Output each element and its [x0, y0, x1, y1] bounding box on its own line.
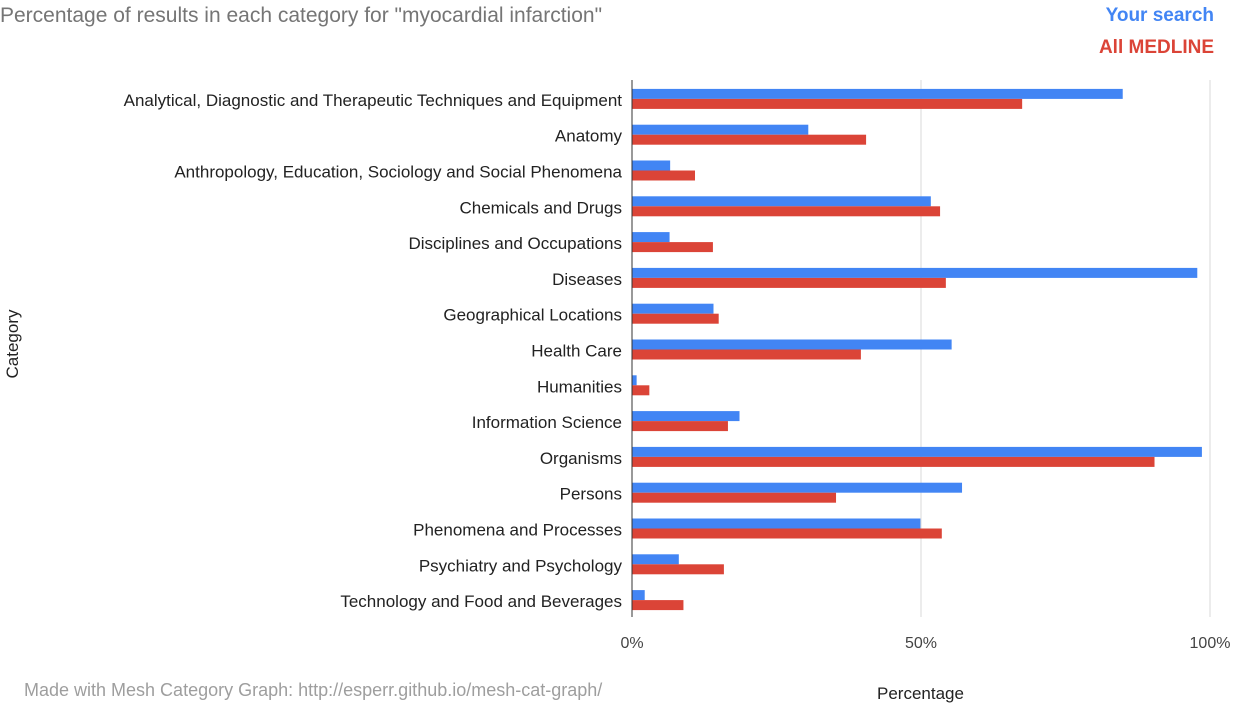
y-axis-label: Category [3, 309, 22, 379]
bar-all-medline [632, 385, 650, 396]
bar-all-medline [632, 98, 1023, 109]
chart-title: Percentage of results in each category f… [0, 4, 603, 27]
bar-all-medline [632, 456, 1155, 467]
category-label: Anatomy [555, 127, 623, 146]
bar-your-search [632, 411, 740, 422]
category-label: Humanities [537, 377, 622, 396]
bar-all-medline [632, 421, 728, 432]
category-label: Technology and Food and Beverages [340, 592, 622, 611]
x-tick-label: 100% [1190, 635, 1231, 652]
category-label: Information Science [472, 413, 622, 432]
legend-all-medline: All MEDLINE [1098, 37, 1214, 58]
category-label: Anthropology, Education, Sociology and S… [174, 163, 622, 182]
bar-all-medline [632, 564, 724, 575]
x-tick-label: 50% [905, 635, 937, 652]
category-label: Analytical, Diagnostic and Therapeutic T… [124, 91, 623, 110]
bar-all-medline [632, 277, 946, 288]
bar-your-search [632, 446, 1202, 457]
bar-your-search [632, 124, 809, 135]
bar-your-search [632, 88, 1123, 99]
category-label: Psychiatry and Psychology [419, 556, 623, 575]
bar-your-search [632, 303, 714, 314]
bar-all-medline [632, 242, 713, 253]
bar-your-search [632, 375, 637, 386]
category-label: Organisms [540, 449, 622, 468]
bar-your-search [632, 267, 1198, 278]
category-label: Health Care [531, 342, 622, 361]
footer-credit: Made with Mesh Category Graph: http://es… [24, 680, 603, 700]
bar-all-medline [632, 134, 867, 145]
bar-your-search [632, 554, 679, 565]
category-label: Phenomena and Processes [413, 521, 622, 540]
bar-all-medline [632, 170, 696, 181]
legend-your-search: Your search [1105, 5, 1214, 26]
category-label: Diseases [552, 270, 622, 289]
x-axis-label: Percentage [877, 684, 964, 703]
category-label: Persons [560, 485, 622, 504]
bar-your-search [632, 590, 645, 601]
bar-your-search [632, 196, 931, 207]
bar-your-search [632, 339, 952, 350]
category-label: Geographical Locations [443, 306, 622, 325]
category-label: Disciplines and Occupations [408, 234, 622, 253]
x-tick-label: 0% [620, 635, 643, 652]
bar-all-medline [632, 528, 942, 539]
bar-all-medline [632, 600, 684, 611]
bar-your-search [632, 160, 671, 171]
bar-your-search [632, 482, 963, 493]
bar-your-search [632, 518, 921, 529]
bar-all-medline [632, 349, 861, 360]
category-label: Chemicals and Drugs [459, 198, 622, 217]
bar-all-medline [632, 206, 941, 217]
bar-your-search [632, 232, 670, 243]
bar-all-medline [632, 313, 719, 324]
bar-all-medline [632, 492, 837, 503]
